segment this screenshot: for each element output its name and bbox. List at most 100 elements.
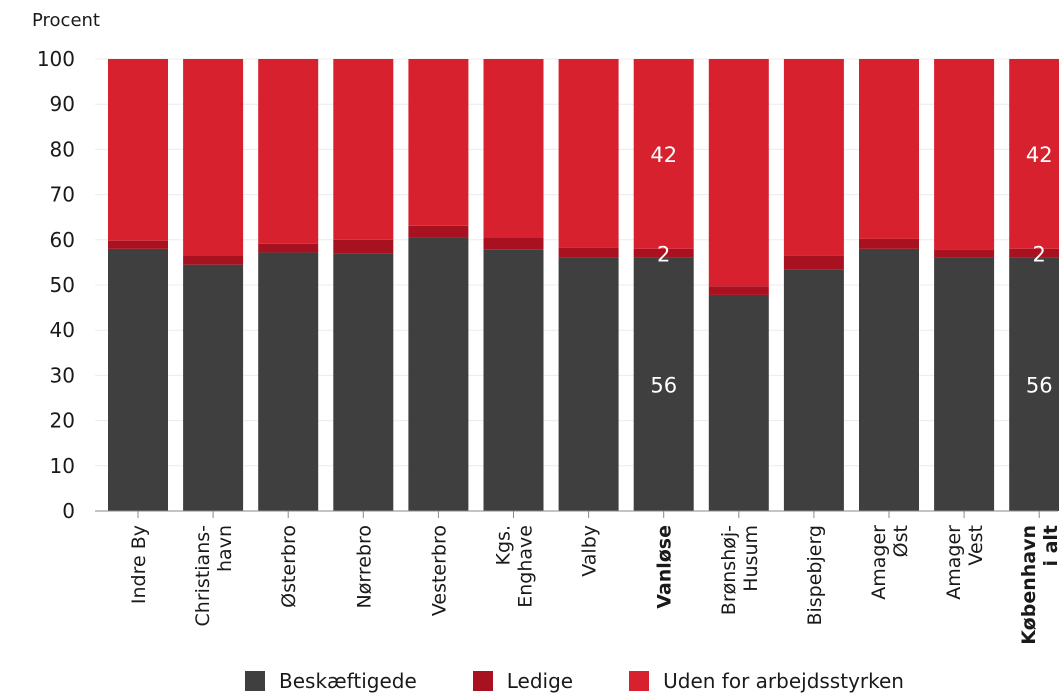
x-tick-label-line: Brønshøj- [718, 525, 740, 615]
bar-segment-ledige [934, 249, 995, 258]
x-tick-label: Brønshøj- Husum [718, 525, 762, 615]
y-tick-label: 30 [50, 363, 75, 387]
x-tick-label-line: Vest [965, 525, 987, 566]
bar-segment-uden-for-arbejdsstyrken [859, 59, 919, 239]
x-tick-label: Amager Vest [943, 525, 987, 600]
bar-segment-besk-ftigede [934, 257, 995, 511]
legend-swatch [629, 671, 650, 691]
bar-segment-uden-for-arbejdsstyrken [108, 59, 168, 241]
legend-item: Ledige [472, 669, 574, 693]
bar-segment-ledige [258, 243, 319, 253]
bar-segment-uden-for-arbejdsstyrken [783, 59, 844, 256]
bar-segment-ledige [483, 237, 544, 250]
bar-segment-besk-ftigede [1009, 257, 1059, 511]
legend-item: Uden for arbejdsstyrken [629, 669, 904, 693]
x-tick-label-line: havn [214, 525, 236, 572]
y-axis-title: Procent [32, 10, 100, 31]
x-tick-label-line: Kgs. [493, 525, 515, 565]
bar-segment-besk-ftigede [408, 237, 469, 511]
x-tick-label: Amager Øst [868, 525, 912, 600]
data-label: 56 [650, 373, 677, 397]
bar-segment-uden-for-arbejdsstyrken [408, 59, 469, 226]
data-label: 2 [1033, 242, 1046, 266]
bar-segment-uden-for-arbejdsstyrken [333, 59, 394, 240]
bar-segment-besk-ftigede [483, 249, 544, 511]
bar-segment-besk-ftigede [108, 248, 168, 511]
bar-segment-ledige [783, 255, 844, 270]
bar-segment-ledige [333, 239, 394, 254]
bar-segment-besk-ftigede [558, 257, 619, 511]
legend-item: Beskæftigede [245, 669, 417, 693]
bar-segment-ledige [708, 286, 769, 295]
x-tick-label-line: Vesterbro [428, 525, 450, 616]
bar-segment-uden-for-arbejdsstyrken [1009, 59, 1059, 249]
y-tick-label: 20 [50, 409, 75, 433]
bar-segment-besk-ftigede [183, 264, 244, 511]
x-tick-label: Bispebjerg [804, 525, 826, 626]
x-tick-label-line: Amager [868, 525, 890, 600]
bar-segment-ledige [633, 248, 694, 258]
bar-segment-uden-for-arbejdsstyrken [183, 59, 244, 256]
data-label: 2 [657, 242, 670, 266]
bar-segment-besk-ftigede [333, 253, 394, 512]
legend-label: Beskæftigede [279, 669, 417, 693]
y-tick-label: 40 [50, 318, 75, 342]
x-tick-label-line: Christians- [192, 525, 214, 626]
y-tick-label: 10 [50, 454, 75, 478]
bar-segment-besk-ftigede [708, 294, 769, 511]
x-tick-label: Vanløse [654, 525, 676, 609]
y-tick-label: 0 [62, 499, 75, 523]
y-tick-label: 60 [50, 228, 75, 252]
bar-segment-ledige [1009, 248, 1059, 258]
x-tick-label-line: Øst [890, 525, 912, 557]
bar-segment-ledige [558, 247, 619, 258]
x-tick-label: Indre By [128, 525, 150, 604]
bar-segment-uden-for-arbejdsstyrken [483, 59, 544, 238]
x-tick-label: Nørrebro [353, 525, 375, 608]
data-label: 42 [650, 143, 677, 167]
bar-segment-ledige [108, 240, 168, 249]
bar-segment-uden-for-arbejdsstyrken [558, 59, 619, 248]
x-tick-label: Københavni alt [1018, 525, 1059, 645]
bar-segment-besk-ftigede [783, 269, 844, 511]
bar-segment-uden-for-arbejdsstyrken [258, 59, 319, 244]
legend-swatch [472, 671, 493, 691]
legend-label: Uden for arbejdsstyrken [663, 669, 904, 693]
x-tick-label-line: Indre By [128, 525, 150, 604]
data-label: 42 [1026, 143, 1053, 167]
x-tick-label-line: København [1018, 525, 1040, 645]
x-tick-label-line: Vanløse [654, 525, 676, 609]
bar-segment-uden-for-arbejdsstyrken [633, 59, 694, 249]
stacked-bar-chart: 0 10 20 30 40 50 60 70 80 90 100 Procent Indre By Chr… [32, 10, 1059, 645]
legend-label: Ledige [506, 669, 574, 693]
y-tick-label: 50 [50, 273, 75, 297]
bar-segment-besk-ftigede [633, 257, 694, 511]
y-tick-label: 100 [37, 47, 75, 71]
x-tick-label-line: Amager [943, 525, 965, 600]
x-tick-label: Valby [579, 525, 601, 577]
x-tick-label: Vesterbro [428, 525, 450, 616]
legend: Beskæftigede Ledige Uden for arbejdsstyrke… [245, 669, 960, 693]
bar-segment-ledige [408, 225, 469, 238]
bar-segment-ledige [859, 238, 919, 249]
legend-swatch [245, 671, 265, 691]
y-tick-label: 70 [50, 183, 75, 207]
x-tick-label: Kgs. Enghave [493, 525, 537, 608]
y-tick-label: 90 [50, 92, 75, 116]
bar-segment-besk-ftigede [859, 248, 919, 511]
bar-segment-besk-ftigede [258, 252, 319, 511]
bar-segment-uden-for-arbejdsstyrken [708, 59, 769, 287]
x-tick-label-line: Valby [579, 525, 601, 577]
x-tick-label-line: Nørrebro [353, 525, 375, 608]
bar-segment-ledige [183, 255, 244, 265]
bar-segment-uden-for-arbejdsstyrken [934, 59, 995, 250]
x-tick-label-line: i alt [1040, 525, 1059, 567]
x-tick-label-line: Enghave [515, 525, 537, 608]
x-tick-label-line: Husum [740, 525, 762, 592]
data-label: 56 [1026, 373, 1053, 397]
x-tick-label: Christians-havn [192, 525, 236, 626]
y-tick-label: 80 [50, 137, 75, 161]
x-tick-label: Østerbro [278, 525, 300, 608]
x-tick-label-line: Bispebjerg [804, 525, 826, 626]
x-tick-label-line: Østerbro [278, 525, 300, 608]
